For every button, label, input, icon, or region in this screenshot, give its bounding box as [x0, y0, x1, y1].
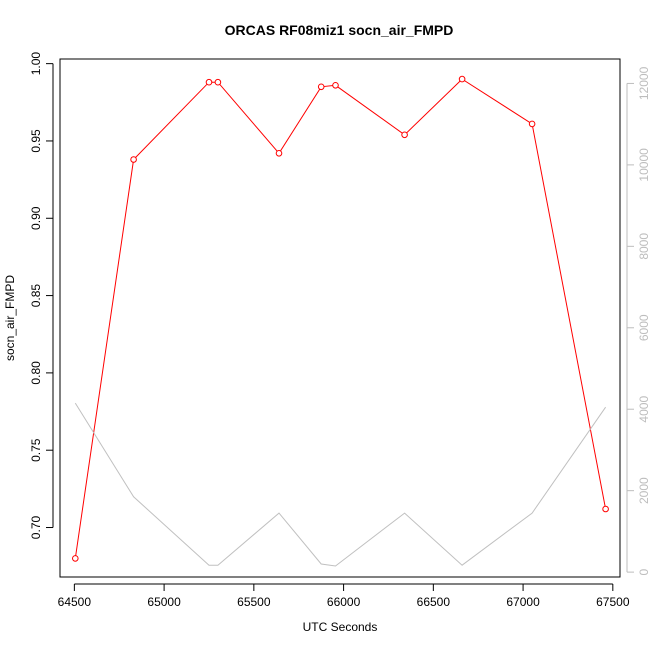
- x-tick-label: 67500: [596, 595, 630, 609]
- y-tick-label: 0.75: [29, 438, 43, 462]
- x-tick-label: 65000: [147, 595, 181, 609]
- y2-tick-label: 0: [637, 568, 650, 575]
- y2-axis: 0 2000 4000 6000 8000 10000 12000: [626, 66, 650, 575]
- series-1-line: [74, 402, 607, 567]
- x-axis-label: UTC Seconds: [303, 620, 378, 634]
- y2-tick-label: 10000: [637, 148, 650, 182]
- y-tick-label: 0.95: [29, 129, 43, 153]
- chart-title: ORCAS RF08miz1 socn_air_FMPD: [225, 22, 454, 38]
- x-axis: 64500 65000 65500 66000 66500 67000 67500: [58, 583, 630, 609]
- y-tick-label: 0.70: [29, 516, 43, 540]
- series-0-point: [602, 505, 609, 513]
- y-tick-label: 1.00: [29, 52, 43, 76]
- y-tick-label: 0.80: [29, 361, 43, 385]
- x-tick-label: 67000: [506, 595, 540, 609]
- series-0-point: [332, 82, 339, 89]
- y-tick-label: 0.90: [29, 206, 43, 230]
- plot-frame: [59, 58, 621, 578]
- series-0-line: [74, 78, 607, 559]
- y-axis: 0.70 0.75 0.80 0.85 0.90 0.95 1.00: [29, 52, 54, 540]
- y2-tick-label: 4000: [637, 396, 650, 423]
- series-0-point: [458, 75, 466, 83]
- series-0-point: [317, 83, 325, 91]
- x-tick-label: 66000: [327, 595, 361, 609]
- y2-tick-label: 2000: [637, 477, 650, 504]
- y2-tick-label: 8000: [637, 233, 650, 260]
- series-0-point: [130, 156, 137, 163]
- y2-tick-label: 12000: [637, 66, 650, 100]
- series-0-point: [214, 78, 222, 86]
- series-0-point: [401, 131, 408, 139]
- x-tick-label: 66500: [417, 595, 451, 609]
- series-0-point: [72, 555, 79, 562]
- y-axis-label: socn_air_FMPD: [3, 275, 17, 361]
- series-0-point: [528, 120, 536, 128]
- series-0-point: [205, 78, 213, 86]
- x-tick-label: 65500: [237, 595, 271, 609]
- series-0-point: [275, 150, 283, 157]
- y2-tick-label: 6000: [637, 314, 650, 341]
- x-tick-label: 64500: [58, 595, 92, 609]
- y-tick-label: 0.85: [29, 284, 43, 308]
